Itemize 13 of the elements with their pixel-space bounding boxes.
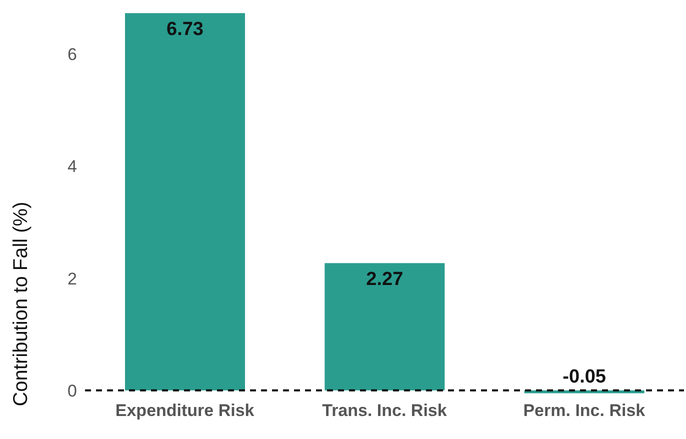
- bar: [125, 13, 245, 390]
- data-label: -0.05: [562, 366, 606, 388]
- data-label: 6.73: [166, 19, 204, 40]
- y-tick-label: 2: [68, 269, 77, 288]
- data-label: 2.27: [366, 269, 404, 290]
- x-tick-label: Perm. Inc. Risk: [523, 401, 646, 420]
- x-tick-label: Expenditure Risk: [115, 401, 255, 420]
- bar: [324, 263, 445, 390]
- y-tick-label: 4: [68, 157, 77, 176]
- y-tick-label: 0: [68, 381, 77, 400]
- y-tick-label: 6: [68, 45, 77, 64]
- y-axis-title: Contribution to Fall (%): [10, 202, 32, 406]
- x-tick-label: Trans. Inc. Risk: [322, 401, 448, 420]
